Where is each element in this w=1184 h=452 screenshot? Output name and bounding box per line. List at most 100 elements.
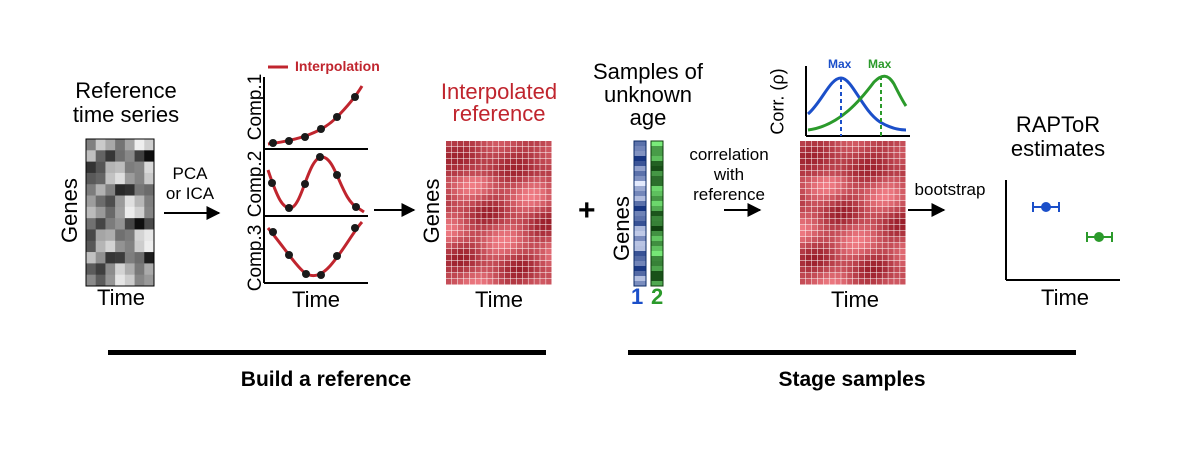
- heatmap-cell: [841, 147, 847, 153]
- heatmap-cell: [546, 141, 552, 147]
- heatmap-cell: [504, 231, 511, 237]
- heatmap-cell: [546, 219, 552, 225]
- heatmap-cell: [493, 255, 499, 261]
- heatmap-cell: [457, 207, 464, 213]
- heatmap-cell: [805, 261, 812, 267]
- sample-cell: [651, 156, 663, 162]
- heatmap-cell: [124, 218, 135, 230]
- heatmap-cell: [853, 225, 859, 231]
- heatmap-cell: [463, 243, 470, 249]
- heatmap-cell: [451, 189, 458, 195]
- heatmap-cell: [853, 159, 859, 165]
- heatmap-cell: [451, 195, 458, 201]
- heatmap-cell: [510, 237, 517, 243]
- heatmap-cell: [841, 279, 847, 285]
- heatmap-cell: [870, 243, 877, 249]
- heatmap-cell: [481, 261, 487, 267]
- sample-cell: [651, 236, 663, 242]
- sample-cell: [651, 256, 663, 262]
- heatmap-cell: [475, 225, 481, 231]
- heatmap-cell: [487, 207, 493, 213]
- heatmap-cell: [446, 177, 452, 183]
- heatmap-cell: [817, 147, 824, 153]
- heatmap-cell: [510, 201, 517, 207]
- heatmap-cell: [475, 201, 481, 207]
- heatmap-cell: [469, 231, 475, 237]
- heatmap-cell: [546, 255, 552, 261]
- heatmap-cell: [522, 219, 528, 225]
- heatmap-cell: [528, 183, 534, 189]
- heatmap-cell: [841, 213, 847, 219]
- heatmap-cell: [516, 267, 523, 273]
- heatmap-cell: [835, 177, 841, 183]
- heatmap-cell: [469, 141, 475, 147]
- heatmap-cell: [86, 206, 97, 219]
- heatmap-cell: [841, 183, 847, 189]
- heatmap-cell: [534, 165, 540, 171]
- heatmap-cell: [463, 267, 470, 273]
- heatmap-cell: [800, 225, 806, 231]
- heatmap-cell: [487, 255, 493, 261]
- heatmap-cell: [853, 189, 859, 195]
- heatmap-cell: [858, 273, 865, 279]
- heatmap-cell: [888, 177, 894, 183]
- heatmap-cell: [858, 201, 865, 207]
- heatmap-cell: [540, 243, 546, 249]
- heatmap-cell: [481, 207, 487, 213]
- heatmap-cell: [870, 147, 877, 153]
- heatmap-cell: [858, 207, 865, 213]
- heatmap-cell: [504, 195, 511, 201]
- heatmap-cell: [463, 171, 470, 177]
- heatmap-cell: [499, 195, 505, 201]
- heatmap-cell: [858, 219, 865, 225]
- heatmap-cell: [493, 273, 499, 279]
- heatmap-cell: [900, 249, 906, 255]
- heatmap-cell: [546, 273, 552, 279]
- heatmap-cell: [463, 147, 470, 153]
- heatmap-cell: [811, 219, 818, 225]
- heatmap-cell: [853, 249, 859, 255]
- heatmap-cell: [858, 159, 865, 165]
- heatmap-cell: [811, 249, 818, 255]
- heatmap-cell: [847, 183, 853, 189]
- heatmap-cell: [811, 267, 818, 273]
- heatmap-cell: [841, 195, 847, 201]
- heatmap-cell: [847, 237, 853, 243]
- sample-cell: [634, 196, 646, 202]
- heatmap-cell: [540, 255, 546, 261]
- heatmap-cell: [847, 267, 853, 273]
- heatmap-cell: [95, 139, 106, 151]
- sample-cell: [651, 216, 663, 222]
- heatmap-cell: [124, 274, 135, 287]
- heatmap-cell: [900, 279, 906, 285]
- heatmap-cell: [95, 218, 106, 230]
- sample-cell: [651, 166, 663, 172]
- heatmap-cell: [499, 267, 505, 273]
- heatmap-cell: [900, 153, 906, 159]
- heatmap-cell: [493, 213, 499, 219]
- heatmap-cell: [481, 177, 487, 183]
- heatmap-cell: [499, 201, 505, 207]
- heatmap-cell: [481, 159, 487, 165]
- heatmap-cell: [95, 150, 106, 162]
- heatmap-cell: [853, 153, 859, 159]
- heatmap-cell: [504, 237, 511, 243]
- heatmap-cell: [882, 183, 888, 189]
- heatmap-cell: [870, 231, 877, 237]
- heatmap-cell: [144, 229, 155, 242]
- heatmap-cell: [876, 141, 882, 147]
- heatmap-cell: [534, 225, 540, 231]
- heatmap-cell: [134, 229, 145, 242]
- heatmap-cell: [487, 141, 493, 147]
- heatmap-cell: [894, 201, 900, 207]
- heatmap-cell: [864, 195, 871, 201]
- heatmap-cell: [847, 273, 853, 279]
- heatmap-cell: [888, 207, 894, 213]
- heatmap-cell: [487, 231, 493, 237]
- heatmap-cell: [457, 237, 464, 243]
- heatmap-cell: [853, 243, 859, 249]
- heatmap-cell: [888, 153, 894, 159]
- heatmap-cell: [900, 183, 906, 189]
- heatmap-cell: [510, 225, 517, 231]
- heatmap-cell: [870, 255, 877, 261]
